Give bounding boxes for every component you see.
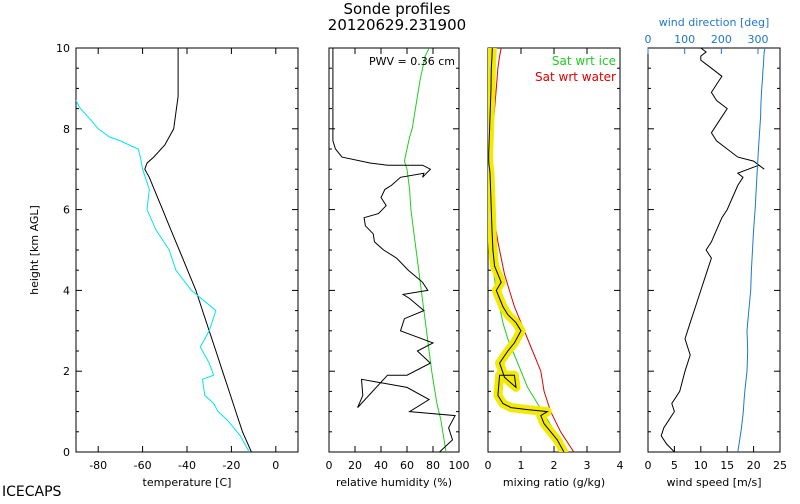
- x-tick-label: 3: [584, 459, 591, 472]
- series-group: [332, 48, 456, 452]
- x-tick-label: 2: [551, 459, 558, 472]
- y-tick-label: 4: [63, 284, 70, 297]
- x-tick-label: 0: [272, 459, 279, 472]
- y-tick-label: 6: [63, 204, 70, 217]
- pwv-annotation: PWV = 0.36 cm: [369, 55, 455, 68]
- axes-frame: [647, 47, 781, 453]
- x2-tick-label: 0: [645, 33, 652, 46]
- y-tick-label: 8: [63, 123, 70, 136]
- series-group: [488, 48, 575, 452]
- series-wind_speed: [660, 48, 765, 452]
- panel-wind: 0 5 10 15 20 25 wind speed [m/s] 0 100 200 300 wind…: [645, 16, 788, 489]
- axes-frame: [487, 47, 621, 453]
- y-tick-label: 10: [56, 42, 70, 55]
- panel-relative_humidity: 0 20 40 60 80 100 relative humidity (%) PWV = 0…: [326, 47, 470, 489]
- x2-tick-label: 200: [711, 33, 732, 46]
- x-tick-label: 60: [400, 459, 414, 472]
- x-tick-label: -80: [89, 459, 107, 472]
- panel-mixing_ratio: 0 1 2 3 4 mixing ratio (g/kg) Sat wrt ice Sat w…: [485, 47, 624, 489]
- x-tick-label: 4: [617, 459, 624, 472]
- figure-title: Sonde profiles: [344, 0, 451, 18]
- axes-frame: [328, 47, 460, 453]
- x-tick-label: -40: [178, 459, 196, 472]
- x-axis-label: relative humidity (%): [336, 476, 452, 489]
- x-tick-label: 0: [326, 459, 333, 472]
- x-tick-label: -60: [134, 459, 152, 472]
- x-tick-label: 20: [747, 459, 761, 472]
- series-group: [660, 48, 766, 452]
- x-tick-label: 1: [518, 459, 525, 472]
- x-tick-label: -20: [222, 459, 240, 472]
- x-tick-label: 100: [449, 459, 470, 472]
- axes-frame: [75, 47, 299, 453]
- x2-axis-label: wind direction [deg]: [659, 16, 770, 29]
- x-axis-label: wind speed [m/s]: [667, 476, 762, 489]
- legend-entry: Sat wrt ice: [552, 54, 616, 68]
- station-label: ICECAPS: [2, 484, 62, 500]
- figure-subtitle: 20120629.231900: [328, 16, 466, 34]
- y-tick-label: 2: [63, 365, 70, 378]
- series-dewpoint: [76, 99, 250, 452]
- x-tick-label: 5: [671, 459, 678, 472]
- x-axis-label: temperature [C]: [143, 476, 232, 489]
- series-group: [76, 48, 252, 452]
- x2-tick-label: 300: [748, 33, 769, 46]
- x-tick-label: 80: [426, 459, 440, 472]
- x-tick-label: 20: [348, 459, 362, 472]
- series-rh_water: [332, 48, 456, 452]
- x-tick-label: 25: [773, 459, 787, 472]
- y-axis-label: height [km AGL]: [28, 205, 41, 295]
- series-rh_ice: [403, 48, 447, 452]
- x-tick-label: 10: [694, 459, 708, 472]
- y-tick-label: 0: [63, 446, 70, 459]
- series-temperature: [144, 48, 252, 452]
- legend-entry: Sat wrt water: [535, 70, 616, 84]
- x-tick-label: 15: [720, 459, 734, 472]
- x-tick-label: 40: [374, 459, 388, 472]
- x2-tick-label: 100: [674, 33, 695, 46]
- x-tick-label: 0: [485, 459, 492, 472]
- x-axis-label: mixing ratio (g/kg): [503, 476, 605, 489]
- series-wind_direction: [737, 48, 766, 452]
- x-tick-label: 0: [645, 459, 652, 472]
- series-mixing_ratio: [488, 48, 565, 452]
- panel-temperature: 0 2 4 6 8 10 height [km AGL] -80 -60 -40 -20 0 tempe…: [28, 42, 299, 489]
